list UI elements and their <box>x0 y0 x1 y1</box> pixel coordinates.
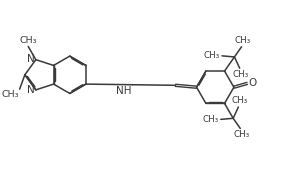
Text: CH₃: CH₃ <box>203 115 219 124</box>
Text: CH₃: CH₃ <box>204 51 220 60</box>
Text: N: N <box>27 85 35 95</box>
Text: CH₃: CH₃ <box>235 36 251 45</box>
Text: CH₃: CH₃ <box>19 36 37 45</box>
Text: CH₃: CH₃ <box>231 96 247 105</box>
Text: CH₃: CH₃ <box>1 90 19 99</box>
Text: O: O <box>248 78 256 88</box>
Text: N: N <box>27 54 35 64</box>
Text: NH: NH <box>116 86 132 96</box>
Text: CH₃: CH₃ <box>233 130 249 139</box>
Text: CH₃: CH₃ <box>232 70 249 79</box>
